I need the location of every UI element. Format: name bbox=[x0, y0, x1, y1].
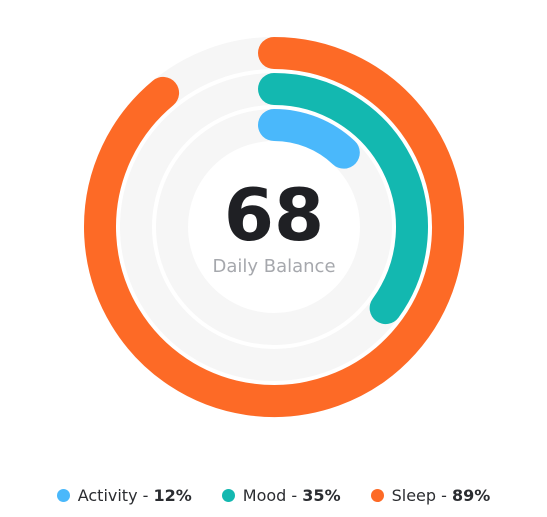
center-value: 68 bbox=[224, 173, 324, 257]
legend-dot-mood bbox=[221, 489, 235, 502]
legend-dot-sleep bbox=[370, 489, 384, 502]
legend-label-sleep: Sleep bbox=[391, 486, 437, 505]
legend-value-mood: 35% bbox=[302, 486, 341, 505]
ring-bar-mood bbox=[258, 73, 428, 325]
legend-item-activity: Activity - 12% bbox=[56, 486, 192, 505]
legend-separator: - bbox=[436, 486, 452, 505]
legend-item-mood: Mood - 35% bbox=[221, 486, 341, 505]
legend: Activity - 12% Mood - 35% Sleep - 89% bbox=[0, 486, 547, 505]
legend-label-mood: Mood bbox=[242, 486, 287, 505]
ring-bar-sleep bbox=[84, 37, 464, 417]
center-label: Daily Balance bbox=[212, 256, 335, 277]
legend-label-activity: Activity bbox=[77, 486, 138, 505]
ring-bars bbox=[84, 37, 464, 417]
legend-dot-activity bbox=[56, 489, 70, 502]
legend-item-sleep: Sleep - 89% bbox=[370, 486, 491, 505]
legend-value-activity: 12% bbox=[153, 486, 192, 505]
legend-value-sleep: 89% bbox=[452, 486, 491, 505]
radial-bar-chart: 68 Daily Balance bbox=[84, 37, 464, 417]
legend-separator: - bbox=[137, 486, 154, 505]
legend-separator: - bbox=[286, 486, 303, 505]
ring-bar-activity bbox=[258, 109, 360, 169]
